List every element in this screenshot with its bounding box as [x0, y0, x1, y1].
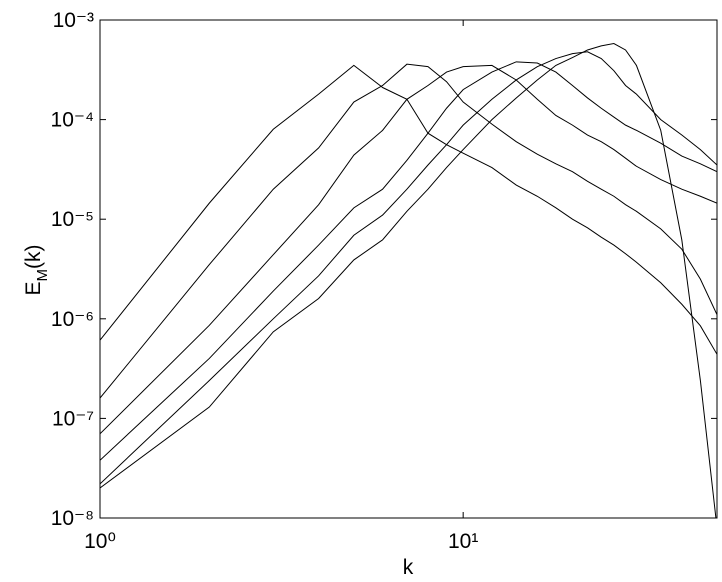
- y-tick-label: 10⁻⁴: [51, 109, 94, 132]
- x-tick-label: 10¹: [448, 530, 478, 553]
- data-line: [100, 64, 717, 435]
- y-tick-label: 10⁻³: [53, 9, 94, 32]
- y-axis-label: EM(k): [22, 244, 51, 295]
- x-tick-label: 10⁰: [84, 530, 116, 553]
- y-tick-label: 10⁻⁵: [51, 208, 94, 231]
- data-line: [100, 64, 717, 355]
- data-line: [100, 63, 717, 399]
- y-tick-label: 10⁻⁸: [51, 507, 94, 530]
- plot-lines: [100, 43, 717, 518]
- x-axis-label: k: [403, 556, 414, 579]
- plot-frame: [99, 19, 718, 519]
- data-line: [100, 51, 717, 485]
- y-tick-label: 10⁻⁶: [51, 308, 94, 331]
- data-line: [100, 43, 717, 518]
- y-tick-label: 10⁻⁷: [52, 407, 94, 430]
- data-line: [100, 61, 717, 461]
